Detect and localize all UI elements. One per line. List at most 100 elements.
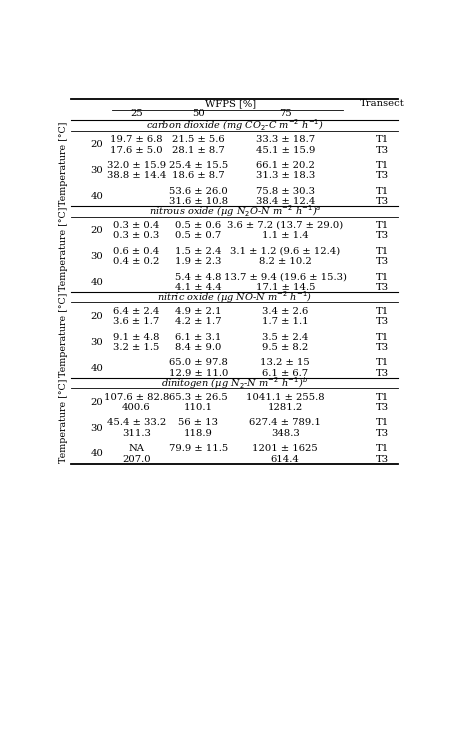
Text: 8.2 ± 10.2: 8.2 ± 10.2 — [259, 258, 312, 266]
Text: 3.6 ± 1.7: 3.6 ± 1.7 — [113, 317, 159, 326]
Text: T1: T1 — [376, 187, 389, 196]
Text: 40: 40 — [91, 364, 103, 373]
Text: 6.4 ± 2.4: 6.4 ± 2.4 — [113, 306, 159, 316]
Text: 4.2 ± 1.7: 4.2 ± 1.7 — [175, 317, 222, 326]
Text: 45.1 ± 15.9: 45.1 ± 15.9 — [255, 145, 315, 154]
Text: 0.3 ± 0.3: 0.3 ± 0.3 — [113, 231, 159, 240]
Text: 53.6 ± 26.0: 53.6 ± 26.0 — [169, 187, 228, 196]
Text: T1: T1 — [376, 392, 389, 401]
Text: 38.4 ± 12.4: 38.4 ± 12.4 — [255, 197, 315, 206]
Text: 6.1 ± 6.7: 6.1 ± 6.7 — [262, 369, 308, 378]
Text: Temperature [°C]: Temperature [°C] — [59, 207, 68, 291]
Text: 17.6 ± 5.0: 17.6 ± 5.0 — [110, 145, 163, 154]
Text: 3.5 ± 2.4: 3.5 ± 2.4 — [262, 333, 308, 342]
Text: 65.0 ± 97.8: 65.0 ± 97.8 — [169, 358, 228, 367]
Text: 0.6 ± 0.4: 0.6 ± 0.4 — [113, 247, 159, 256]
Text: T3: T3 — [376, 455, 389, 464]
Text: T3: T3 — [376, 283, 389, 292]
Text: T1: T1 — [376, 135, 389, 144]
Text: NA: NA — [129, 444, 145, 453]
Text: 4.9 ± 2.1: 4.9 ± 2.1 — [175, 306, 222, 316]
Text: 118.9: 118.9 — [184, 429, 213, 438]
Text: 25.4 ± 15.5: 25.4 ± 15.5 — [169, 161, 228, 170]
Text: 627.4 ± 789.1: 627.4 ± 789.1 — [249, 419, 321, 428]
Text: 20: 20 — [91, 398, 103, 407]
Text: 1281.2: 1281.2 — [268, 403, 303, 412]
Text: 1.7 ± 1.1: 1.7 ± 1.1 — [262, 317, 308, 326]
Text: T1: T1 — [376, 358, 389, 367]
Text: 50: 50 — [192, 109, 205, 118]
Text: 30: 30 — [91, 166, 103, 175]
Text: 66.1 ± 20.2: 66.1 ± 20.2 — [256, 161, 315, 170]
Text: 33.3 ± 18.7: 33.3 ± 18.7 — [255, 135, 315, 144]
Text: 9.5 ± 8.2: 9.5 ± 8.2 — [262, 343, 308, 352]
Text: 30: 30 — [91, 338, 103, 347]
Text: nitric oxide (µg NO-N m$^{-2}$ h$^{-1}$): nitric oxide (µg NO-N m$^{-2}$ h$^{-1}$) — [157, 289, 313, 305]
Text: 75: 75 — [279, 109, 292, 118]
Text: T1: T1 — [376, 273, 389, 282]
Text: T1: T1 — [376, 306, 389, 316]
Text: 9.1 ± 4.8: 9.1 ± 4.8 — [113, 333, 160, 342]
Text: T3: T3 — [376, 197, 389, 206]
Text: 400.6: 400.6 — [122, 403, 151, 412]
Text: 3.2 ± 1.5: 3.2 ± 1.5 — [113, 343, 159, 352]
Text: 6.1 ± 3.1: 6.1 ± 3.1 — [175, 333, 222, 342]
Text: T3: T3 — [376, 403, 389, 412]
Text: 1.5 ± 2.4: 1.5 ± 2.4 — [175, 247, 222, 256]
Text: 5.4 ± 4.8: 5.4 ± 4.8 — [175, 273, 222, 282]
Text: 348.3: 348.3 — [271, 429, 299, 438]
Text: 1.9 ± 2.3: 1.9 ± 2.3 — [175, 258, 222, 266]
Text: T3: T3 — [376, 343, 389, 352]
Text: 38.8 ± 14.4: 38.8 ± 14.4 — [107, 172, 166, 180]
Text: T1: T1 — [376, 247, 389, 256]
Text: 19.7 ± 6.8: 19.7 ± 6.8 — [110, 135, 163, 144]
Text: 13.2 ± 15: 13.2 ± 15 — [260, 358, 310, 367]
Text: 13.7 ± 9.4 (19.6 ± 15.3): 13.7 ± 9.4 (19.6 ± 15.3) — [224, 273, 347, 282]
Text: 20: 20 — [91, 312, 103, 321]
Text: 4.1 ± 4.4: 4.1 ± 4.4 — [175, 283, 222, 292]
Text: 31.3 ± 18.3: 31.3 ± 18.3 — [255, 172, 315, 180]
Text: 110.1: 110.1 — [184, 403, 213, 412]
Text: T3: T3 — [376, 172, 389, 180]
Text: 107.6 ± 82.8: 107.6 ± 82.8 — [104, 392, 169, 401]
Text: Transect: Transect — [360, 99, 405, 108]
Text: 8.4 ± 9.0: 8.4 ± 9.0 — [175, 343, 222, 352]
Text: T3: T3 — [376, 145, 389, 154]
Text: 40: 40 — [91, 278, 103, 287]
Text: 30: 30 — [91, 252, 103, 261]
Text: T3: T3 — [376, 369, 389, 378]
Text: 20: 20 — [91, 140, 103, 149]
Text: T1: T1 — [376, 444, 389, 453]
Text: 45.4 ± 33.2: 45.4 ± 33.2 — [107, 419, 166, 428]
Text: 75.8 ± 30.3: 75.8 ± 30.3 — [256, 187, 315, 196]
Text: 3.1 ± 1.2 (9.6 ± 12.4): 3.1 ± 1.2 (9.6 ± 12.4) — [230, 247, 340, 256]
Text: 18.6 ± 8.7: 18.6 ± 8.7 — [172, 172, 225, 180]
Text: 0.5 ± 0.7: 0.5 ± 0.7 — [175, 231, 222, 240]
Text: 65.3 ± 26.5: 65.3 ± 26.5 — [169, 392, 228, 401]
Text: 12.9 ± 11.0: 12.9 ± 11.0 — [169, 369, 228, 378]
Text: 79.9 ± 11.5: 79.9 ± 11.5 — [169, 444, 228, 453]
Text: dinitogen (µg N$_2$-N m$^{-2}$ h$^{-1}$)$^b$: dinitogen (µg N$_2$-N m$^{-2}$ h$^{-1}$)… — [161, 375, 308, 391]
Text: T1: T1 — [376, 333, 389, 342]
Text: 28.1 ± 8.7: 28.1 ± 8.7 — [172, 145, 225, 154]
Text: carbon dioxide (mg CO$_2$-C m$^{-2}$ h$^{-1}$): carbon dioxide (mg CO$_2$-C m$^{-2}$ h$^… — [146, 117, 324, 133]
Text: 31.6 ± 10.8: 31.6 ± 10.8 — [169, 197, 228, 206]
Text: Temperature [°C]: Temperature [°C] — [59, 121, 68, 206]
Text: T1: T1 — [376, 161, 389, 170]
Text: 32.0 ± 15.9: 32.0 ± 15.9 — [107, 161, 166, 170]
Text: 40: 40 — [91, 450, 103, 459]
Text: 3.6 ± 7.2 (13.7 ± 29.0): 3.6 ± 7.2 (13.7 ± 29.0) — [227, 221, 343, 230]
Text: 30: 30 — [91, 424, 103, 433]
Text: 0.5 ± 0.6: 0.5 ± 0.6 — [175, 221, 222, 230]
Text: T3: T3 — [376, 258, 389, 266]
Text: T1: T1 — [376, 221, 389, 230]
Text: T3: T3 — [376, 317, 389, 326]
Text: WFPS [%]: WFPS [%] — [205, 99, 256, 108]
Text: 56 ± 13: 56 ± 13 — [178, 419, 218, 428]
Text: 40: 40 — [91, 192, 103, 201]
Text: 207.0: 207.0 — [122, 455, 151, 464]
Text: 614.4: 614.4 — [271, 455, 300, 464]
Text: 1.1 ± 1.4: 1.1 ± 1.4 — [262, 231, 308, 240]
Text: 25: 25 — [130, 109, 143, 118]
Text: T1: T1 — [376, 419, 389, 428]
